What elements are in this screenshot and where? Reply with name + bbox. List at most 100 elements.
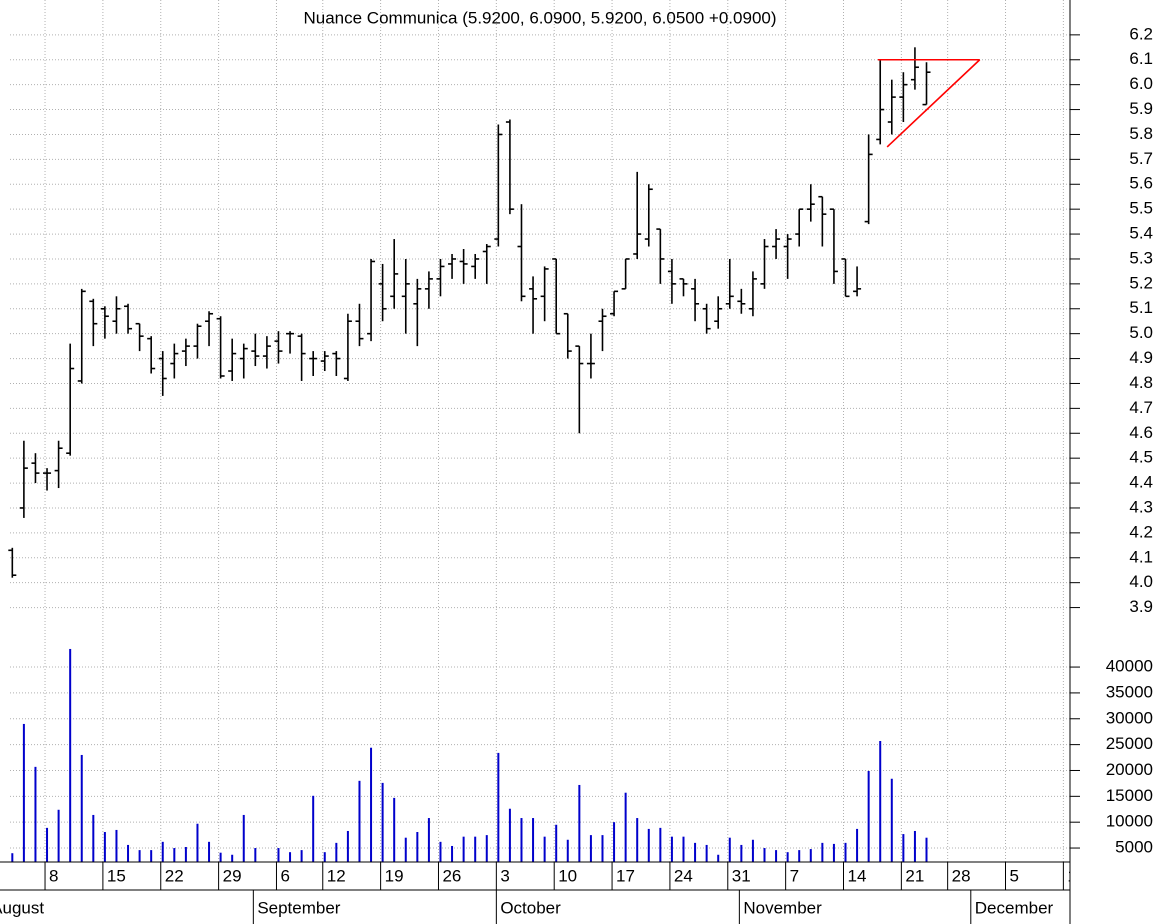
x-axis-layer: 8 15 22 29 6 12 19 26 3 10 17 24 31 7 14 21 28 5 12 August S… — [0, 862, 1070, 924]
volume-bar — [566, 839, 569, 862]
volume-bar — [22, 723, 25, 862]
y-tick-label: 25000 — [1106, 734, 1153, 753]
volume-bar — [300, 850, 303, 862]
y-tick-label: 6.1 — [1129, 49, 1153, 68]
volume-bar — [103, 832, 106, 862]
x-tick-label: 22 — [165, 866, 184, 885]
volume-bar — [867, 770, 870, 862]
volume-bar — [161, 841, 164, 862]
volume-bar — [46, 827, 49, 862]
volume-bar — [879, 741, 882, 862]
y-tick-label: 5.3 — [1129, 248, 1153, 267]
x-tick-label: 29 — [223, 866, 242, 885]
volume-bar — [427, 818, 430, 862]
volume-bar — [11, 853, 14, 862]
y-tick-label: 5.2 — [1129, 273, 1153, 292]
volume-bar — [404, 837, 407, 862]
volume-bar — [173, 848, 176, 862]
volume-bar — [913, 830, 916, 862]
volume-bar — [555, 824, 558, 862]
volume-bar — [763, 848, 766, 862]
y-tick-label: 4.5 — [1129, 448, 1153, 467]
volume-bar — [694, 842, 697, 862]
volume-bar — [740, 844, 743, 862]
y-tick-label: 5.0 — [1129, 323, 1153, 342]
volume-bar — [439, 841, 442, 862]
volume-bar — [127, 844, 130, 862]
volume-bar — [57, 809, 60, 862]
month-label: October — [500, 898, 561, 917]
y-tick-label: 15000 — [1106, 786, 1153, 805]
y-tick-label: 4.8 — [1129, 373, 1153, 392]
volume-bar — [289, 852, 292, 862]
y-tick-label: 6.0 — [1129, 74, 1153, 93]
y-tick-label: 5.6 — [1129, 174, 1153, 193]
volume-bar — [254, 848, 257, 862]
volume-bar — [751, 839, 754, 862]
volume-bar — [474, 836, 477, 862]
x-tick-label: 6 — [280, 866, 289, 885]
volume-bar — [312, 795, 315, 862]
volume-bar — [208, 841, 211, 862]
x-tick-label: 31 — [732, 866, 751, 885]
volume-bar — [323, 852, 326, 862]
y-tick-label: 5.5 — [1129, 199, 1153, 218]
volume-bar — [925, 837, 928, 862]
volume-bar — [856, 828, 859, 862]
volume-bar — [138, 850, 141, 862]
volume-bar — [728, 837, 731, 862]
chart-title: Nuance Communica (5.9200, 6.0900, 5.9200… — [303, 8, 776, 27]
y-tick-label: 4.3 — [1129, 497, 1153, 516]
y-tick-label: 40000 — [1106, 657, 1153, 676]
marks-layer — [8, 47, 981, 862]
y-tick-label: 4.7 — [1129, 398, 1153, 417]
volume-bar — [80, 754, 83, 862]
trendline — [886, 59, 981, 148]
volume-bar — [219, 852, 222, 862]
volume-bar — [636, 818, 639, 862]
volume-bar — [543, 836, 546, 862]
volume-bar — [589, 835, 592, 862]
volume-bar — [485, 835, 488, 862]
month-label: August — [0, 898, 44, 917]
volume-bar — [381, 782, 384, 862]
x-tick-label: 15 — [107, 866, 126, 885]
volume-bar — [844, 842, 847, 862]
volume-bar — [497, 752, 500, 862]
x-tick-label: 10 — [558, 866, 577, 885]
volume-bar — [196, 823, 199, 862]
y-tick-label: 10000 — [1106, 812, 1153, 831]
volume-bar — [682, 836, 685, 862]
volume-bar — [34, 766, 37, 862]
volume-bar — [115, 829, 118, 862]
x-tick-label: 26 — [442, 866, 461, 885]
volume-bar — [335, 842, 338, 862]
y-tick-label: 5.9 — [1129, 99, 1153, 118]
y-tick-label: 4.4 — [1129, 473, 1153, 492]
volume-bar — [150, 850, 153, 862]
volume-bar — [717, 854, 720, 862]
x-tick-label: 24 — [674, 866, 693, 885]
y-tick-label: 30000 — [1106, 708, 1153, 727]
x-tick-label: 7 — [790, 866, 799, 885]
x-tick-label: 21 — [905, 866, 924, 885]
volume-bar — [231, 854, 234, 862]
x-tick-label: 8 — [49, 866, 58, 885]
month-label: December — [975, 898, 1054, 917]
y-tick-label: 6.2 — [1129, 24, 1153, 43]
x-tick-label: 28 — [952, 866, 971, 885]
volume-bar — [705, 844, 708, 862]
volume-bar — [601, 835, 604, 862]
y-tick-label: 3.9 — [1129, 597, 1153, 616]
volume-bar — [451, 845, 454, 862]
volume-bar — [821, 842, 824, 862]
volume-bar — [832, 843, 835, 862]
y-tick-label: 4.1 — [1129, 547, 1153, 566]
volume-bar — [659, 827, 662, 862]
y-tick-label: 4.6 — [1129, 423, 1153, 442]
volume-bar — [346, 830, 349, 862]
y-tick-label: 5.8 — [1129, 124, 1153, 143]
volume-bar — [670, 836, 673, 862]
